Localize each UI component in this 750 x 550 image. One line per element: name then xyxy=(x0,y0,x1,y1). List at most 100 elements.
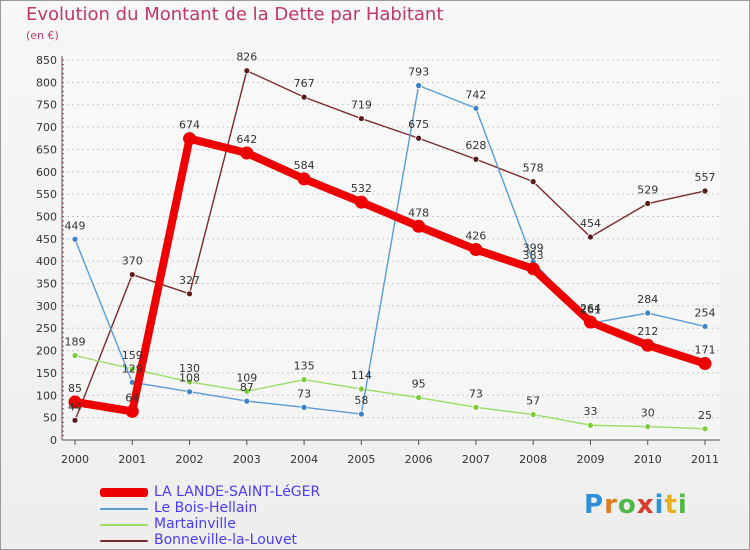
data-point-0 xyxy=(354,195,368,209)
x-tick-label: 2004 xyxy=(290,453,318,466)
y-tick-label: 850 xyxy=(36,54,57,67)
data-point-0 xyxy=(583,315,597,329)
data-point-3 xyxy=(587,233,594,241)
y-tick-label: 250 xyxy=(36,322,57,335)
data-point-0 xyxy=(412,219,426,233)
y-tick-label: 50 xyxy=(43,412,57,425)
data-label-0: 383 xyxy=(523,249,544,262)
data-point-3 xyxy=(243,67,251,75)
data-label-1: 87 xyxy=(240,381,254,394)
data-label-0: 212 xyxy=(637,325,658,338)
data-label-2: 114 xyxy=(351,369,372,382)
data-point-2 xyxy=(243,387,251,395)
data-label-2: 159 xyxy=(122,349,143,362)
data-point-3 xyxy=(357,115,365,122)
data-label-2: 135 xyxy=(294,360,315,373)
data-label-2: 189 xyxy=(65,336,86,349)
series-line-0 xyxy=(71,134,709,416)
data-point-0 xyxy=(125,404,139,418)
data-label-3: 767 xyxy=(294,77,315,90)
data-label-0: 64 xyxy=(125,391,139,404)
data-point-2 xyxy=(644,423,652,430)
y-tick-label: 800 xyxy=(36,76,57,89)
data-point-3 xyxy=(644,200,652,207)
data-label-3: 327 xyxy=(179,274,200,287)
data-point-2 xyxy=(415,394,423,401)
data-label-0: 532 xyxy=(351,182,372,195)
data-point-1 xyxy=(300,403,308,411)
x-tick-label: 2008 xyxy=(519,453,547,466)
data-point-1 xyxy=(415,82,423,89)
data-point-1 xyxy=(644,309,652,317)
x-tick-label: 2010 xyxy=(634,453,662,466)
data-label-0: 642 xyxy=(236,133,257,146)
series-line-2 xyxy=(74,354,706,430)
data-label-1: 58 xyxy=(354,394,368,407)
y-tick-label: 400 xyxy=(36,255,57,268)
y-tick-label: 0 xyxy=(50,434,57,447)
y-tick-label: 150 xyxy=(36,367,57,380)
y-tick-label: 500 xyxy=(36,210,57,223)
data-point-1 xyxy=(243,397,251,405)
data-point-2 xyxy=(587,421,594,429)
logo-letter: i xyxy=(677,490,688,520)
data-point-2 xyxy=(529,411,537,418)
data-label-3: 826 xyxy=(236,51,257,64)
data-point-3 xyxy=(472,155,480,163)
data-label-3: 454 xyxy=(580,217,601,230)
data-point-1 xyxy=(186,388,193,396)
data-label-0: 584 xyxy=(294,159,315,172)
data-label-3: 529 xyxy=(637,184,658,197)
data-label-0: 478 xyxy=(408,206,429,219)
data-label-0: 264 xyxy=(580,302,601,315)
data-point-2 xyxy=(472,403,480,411)
data-point-0 xyxy=(641,338,655,352)
data-label-1: 261 xyxy=(580,303,601,316)
x-tick-label: 2007 xyxy=(462,453,490,466)
data-point-2 xyxy=(357,385,365,393)
y-tick-label: 650 xyxy=(36,143,57,156)
data-point-0 xyxy=(297,172,311,186)
data-label-1: 73 xyxy=(297,387,311,400)
x-tick-label: 2001 xyxy=(118,453,146,466)
data-label-3: 370 xyxy=(122,255,143,268)
legend-label-lande: LA LANDE-SAINT-LéGER xyxy=(154,484,321,500)
data-label-1: 742 xyxy=(465,88,486,101)
data-label-2: 25 xyxy=(698,409,712,422)
data-point-3 xyxy=(701,187,709,195)
y-tick-label: 450 xyxy=(36,233,57,246)
data-point-0 xyxy=(240,146,254,160)
data-point-1 xyxy=(71,235,79,243)
data-label-2: 30 xyxy=(641,407,655,420)
data-point-3 xyxy=(128,271,136,278)
legend-swatch-2 xyxy=(100,524,148,526)
data-point-0 xyxy=(469,243,483,257)
data-label-3: 578 xyxy=(523,162,544,175)
x-tick-label: 2003 xyxy=(233,453,261,466)
logo-letter: r xyxy=(604,490,618,520)
chart-title: Evolution du Montant de la Dette par Hab… xyxy=(26,4,444,25)
data-label-0: 85 xyxy=(68,382,82,395)
legend-swatch-1 xyxy=(100,508,148,510)
legend-label-bonneville: Bonneville-la-Louvet xyxy=(154,532,298,548)
chart-subtitle: (en €) xyxy=(26,29,59,42)
data-label-1: 254 xyxy=(695,306,716,319)
data-label-0: 171 xyxy=(695,344,716,357)
data-label-1: 449 xyxy=(65,219,86,232)
x-tick-label: 2011 xyxy=(691,453,719,466)
logo-letter: P xyxy=(584,490,605,520)
data-label-2: 95 xyxy=(412,378,426,391)
data-label-0: 674 xyxy=(179,119,200,132)
data-point-0 xyxy=(698,357,712,371)
data-point-2 xyxy=(128,365,136,373)
data-label-0: 426 xyxy=(465,230,486,243)
data-point-3 xyxy=(186,290,193,298)
data-label-3: 557 xyxy=(695,171,716,184)
data-label-2: 33 xyxy=(583,405,597,418)
data-label-3: 719 xyxy=(351,99,372,112)
x-tick-label: 2009 xyxy=(576,453,604,466)
data-label-2: 109 xyxy=(236,371,257,384)
logo-letter: t xyxy=(664,490,678,520)
